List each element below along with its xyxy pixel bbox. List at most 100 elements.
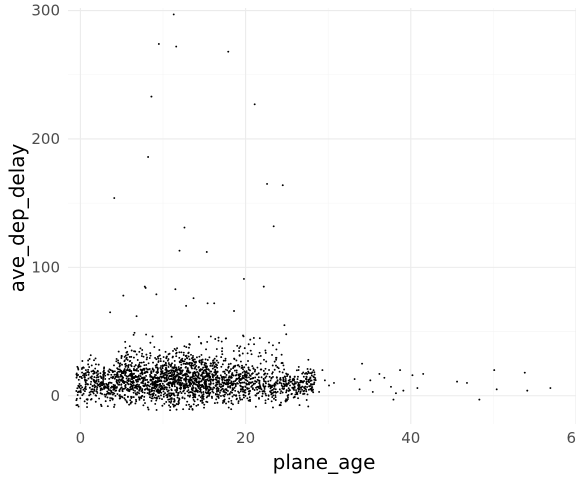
- data-point: [234, 394, 237, 397]
- data-point: [116, 374, 119, 376]
- y-tick-label: 100: [31, 258, 60, 276]
- data-point: [295, 389, 297, 392]
- data-point: [249, 349, 252, 352]
- data-point: [188, 346, 190, 349]
- data-point: [238, 391, 240, 394]
- data-point: [188, 361, 191, 364]
- data-point: [215, 355, 218, 358]
- data-point: [171, 362, 173, 365]
- data-point: [145, 333, 148, 336]
- data-point: [282, 376, 285, 379]
- data-point: [133, 375, 135, 378]
- data-point: [256, 385, 259, 388]
- data-point: [262, 285, 265, 288]
- data-point: [153, 381, 155, 384]
- data-point: [267, 383, 270, 386]
- data-point: [130, 380, 133, 383]
- data-point: [211, 390, 214, 393]
- data-point: [107, 388, 110, 391]
- data-point: [212, 374, 215, 376]
- data-point: [239, 390, 242, 393]
- data-point: [168, 392, 171, 395]
- data-point: [293, 385, 296, 388]
- data-point: [170, 335, 173, 338]
- data-point: [209, 386, 212, 389]
- data-point: [125, 377, 128, 380]
- data-point: [222, 359, 225, 362]
- data-point: [131, 374, 134, 377]
- data-point: [123, 360, 126, 363]
- data-point: [222, 390, 225, 393]
- data-point: [273, 397, 275, 400]
- data-point: [197, 403, 200, 406]
- data-point: [181, 382, 184, 385]
- data-point: [175, 380, 178, 383]
- data-point: [177, 392, 180, 395]
- data-point: [166, 378, 169, 381]
- data-point: [238, 394, 241, 397]
- data-point: [215, 359, 218, 362]
- data-point: [171, 366, 174, 369]
- data-point: [142, 361, 145, 364]
- data-point: [209, 370, 212, 373]
- x-tick-label: 0: [76, 429, 86, 447]
- data-point: [94, 400, 97, 403]
- data-point: [205, 386, 207, 389]
- data-point: [209, 380, 212, 383]
- data-point: [113, 370, 116, 373]
- data-point: [227, 371, 230, 374]
- data-point: [267, 380, 270, 383]
- data-point: [78, 375, 81, 378]
- data-point: [153, 396, 156, 399]
- data-point: [229, 386, 232, 389]
- data-point: [249, 369, 251, 372]
- data-point: [113, 405, 115, 408]
- data-point: [193, 372, 196, 375]
- data-point: [92, 372, 95, 375]
- data-point: [239, 379, 242, 381]
- data-point: [173, 364, 176, 366]
- data-point: [300, 381, 302, 384]
- data-point: [312, 391, 315, 394]
- data-point: [232, 388, 235, 391]
- data-point: [154, 385, 157, 388]
- data-point: [182, 390, 185, 393]
- data-point: [161, 367, 164, 370]
- data-point: [242, 368, 244, 371]
- data-point: [173, 347, 176, 350]
- data-point: [202, 395, 205, 398]
- data-point: [184, 358, 187, 361]
- data-point: [193, 390, 196, 393]
- data-point: [238, 354, 241, 357]
- data-point: [179, 381, 182, 384]
- data-point: [218, 377, 221, 380]
- data-point: [158, 349, 161, 351]
- data-point: [141, 373, 144, 376]
- data-point: [144, 382, 147, 385]
- data-point: [258, 351, 261, 354]
- data-point: [178, 387, 181, 390]
- data-point: [212, 391, 215, 394]
- data-point: [218, 383, 221, 385]
- data-point: [275, 376, 278, 379]
- data-point: [86, 371, 89, 373]
- data-point: [241, 352, 244, 355]
- data-point: [232, 380, 235, 383]
- data-point: [163, 363, 166, 366]
- data-point: [185, 361, 188, 364]
- data-point: [168, 386, 171, 389]
- data-point: [162, 360, 165, 363]
- data-point: [113, 377, 116, 380]
- data-point: [120, 386, 123, 389]
- data-point: [310, 374, 313, 377]
- data-point: [190, 391, 192, 393]
- data-point: [549, 387, 552, 389]
- data-point: [207, 369, 210, 371]
- data-point: [274, 396, 277, 399]
- data-point: [201, 371, 204, 374]
- data-point: [175, 367, 178, 369]
- data-point: [275, 364, 277, 367]
- data-point: [301, 388, 304, 391]
- data-point: [202, 393, 205, 396]
- data-point: [260, 388, 263, 391]
